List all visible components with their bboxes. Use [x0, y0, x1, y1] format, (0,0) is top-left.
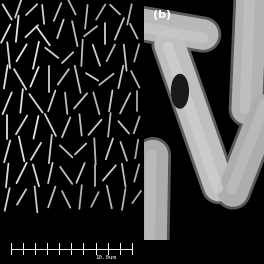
- Text: (b): (b): [153, 10, 172, 20]
- Text: 10.0um: 10.0um: [95, 256, 116, 260]
- Circle shape: [172, 74, 188, 108]
